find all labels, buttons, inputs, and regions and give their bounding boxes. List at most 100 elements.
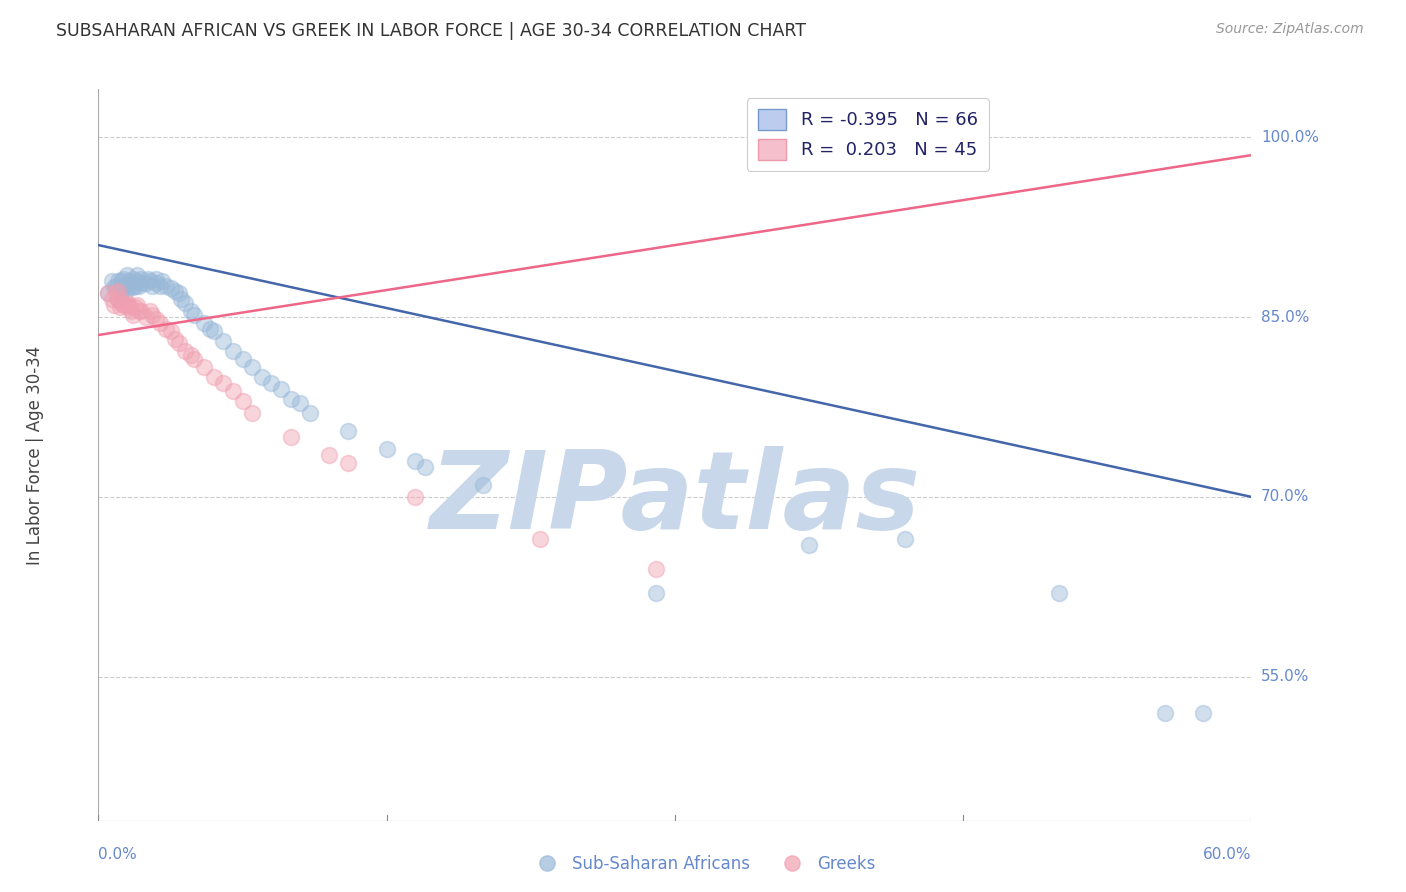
Point bbox=[240, 360, 263, 375]
Text: SUBSAHARAN AFRICAN VS GREEK IN LABOR FORCE | AGE 30-34 CORRELATION CHART: SUBSAHARAN AFRICAN VS GREEK IN LABOR FOR… bbox=[56, 22, 806, 40]
Point bbox=[160, 325, 183, 339]
Legend: Sub-Saharan Africans, Greeks: Sub-Saharan Africans, Greeks bbox=[524, 848, 882, 880]
Point bbox=[149, 278, 172, 293]
Point bbox=[155, 322, 177, 336]
Point bbox=[103, 298, 125, 312]
Point bbox=[280, 392, 302, 406]
Point bbox=[180, 348, 202, 362]
Text: 60.0%: 60.0% bbox=[1204, 847, 1251, 862]
Point bbox=[129, 271, 152, 285]
Point bbox=[139, 304, 162, 318]
Point bbox=[231, 394, 254, 409]
Point bbox=[117, 280, 138, 294]
Point bbox=[149, 316, 172, 330]
Point bbox=[118, 274, 141, 288]
Point bbox=[107, 292, 129, 306]
Point bbox=[128, 304, 150, 318]
Point bbox=[124, 301, 146, 315]
Point bbox=[122, 280, 145, 294]
Point bbox=[104, 286, 127, 301]
Point bbox=[222, 384, 245, 399]
Text: In Labor Force | Age 30-34: In Labor Force | Age 30-34 bbox=[25, 345, 44, 565]
Point bbox=[174, 343, 197, 358]
Point bbox=[231, 351, 254, 366]
Point bbox=[118, 277, 141, 291]
Point bbox=[107, 284, 129, 298]
Point bbox=[97, 286, 120, 301]
Point bbox=[1192, 706, 1215, 720]
Point bbox=[107, 286, 129, 301]
Point bbox=[118, 301, 141, 315]
Point bbox=[250, 370, 273, 384]
Point bbox=[183, 351, 205, 366]
Point bbox=[167, 336, 190, 351]
Point bbox=[112, 298, 135, 312]
Text: 70.0%: 70.0% bbox=[1261, 490, 1309, 504]
Point bbox=[165, 332, 187, 346]
Point bbox=[155, 278, 177, 293]
Point bbox=[112, 271, 135, 285]
Point bbox=[118, 298, 141, 312]
Point bbox=[170, 292, 193, 306]
Point bbox=[165, 284, 187, 298]
Point bbox=[129, 304, 152, 318]
Point bbox=[318, 448, 340, 462]
Point bbox=[202, 325, 225, 339]
Point bbox=[120, 278, 142, 293]
Point bbox=[150, 274, 173, 288]
Point bbox=[108, 280, 131, 294]
Point bbox=[145, 277, 167, 291]
Text: 100.0%: 100.0% bbox=[1261, 129, 1319, 145]
Point bbox=[122, 271, 145, 285]
Point bbox=[101, 292, 124, 306]
Point bbox=[124, 278, 146, 293]
Point bbox=[135, 310, 157, 324]
Point bbox=[107, 274, 129, 288]
Text: 0.0%: 0.0% bbox=[98, 847, 138, 862]
Point bbox=[141, 308, 163, 322]
Point bbox=[107, 292, 129, 306]
Point bbox=[174, 295, 197, 310]
Point bbox=[212, 334, 235, 348]
Point bbox=[160, 281, 183, 295]
Point bbox=[193, 316, 215, 330]
Point bbox=[125, 274, 148, 288]
Point bbox=[222, 343, 245, 358]
Point bbox=[110, 295, 132, 310]
Point bbox=[240, 406, 263, 420]
Point bbox=[260, 376, 283, 390]
Point bbox=[644, 562, 666, 576]
Point bbox=[799, 538, 821, 552]
Point bbox=[112, 278, 135, 293]
Point bbox=[914, 130, 936, 145]
Point bbox=[405, 490, 427, 504]
Point bbox=[337, 424, 360, 438]
Point bbox=[108, 301, 131, 315]
Point bbox=[128, 278, 150, 293]
Point bbox=[212, 376, 235, 390]
Point bbox=[1154, 706, 1177, 720]
Point bbox=[139, 274, 162, 288]
Point bbox=[413, 459, 436, 474]
Point bbox=[193, 360, 215, 375]
Point bbox=[110, 274, 132, 288]
Point bbox=[894, 532, 917, 546]
Point bbox=[125, 268, 148, 282]
Point bbox=[122, 308, 145, 322]
Point bbox=[101, 274, 124, 288]
Text: 85.0%: 85.0% bbox=[1261, 310, 1309, 325]
Point bbox=[104, 280, 127, 294]
Point bbox=[270, 382, 292, 396]
Point bbox=[141, 278, 163, 293]
Point bbox=[280, 430, 302, 444]
Point bbox=[138, 271, 160, 285]
Point bbox=[117, 295, 138, 310]
Point bbox=[129, 277, 152, 291]
Point bbox=[202, 370, 225, 384]
Point bbox=[644, 586, 666, 600]
Point bbox=[529, 532, 551, 546]
Point bbox=[97, 286, 120, 301]
Point bbox=[167, 286, 190, 301]
Point bbox=[110, 286, 132, 301]
Point bbox=[145, 312, 167, 326]
